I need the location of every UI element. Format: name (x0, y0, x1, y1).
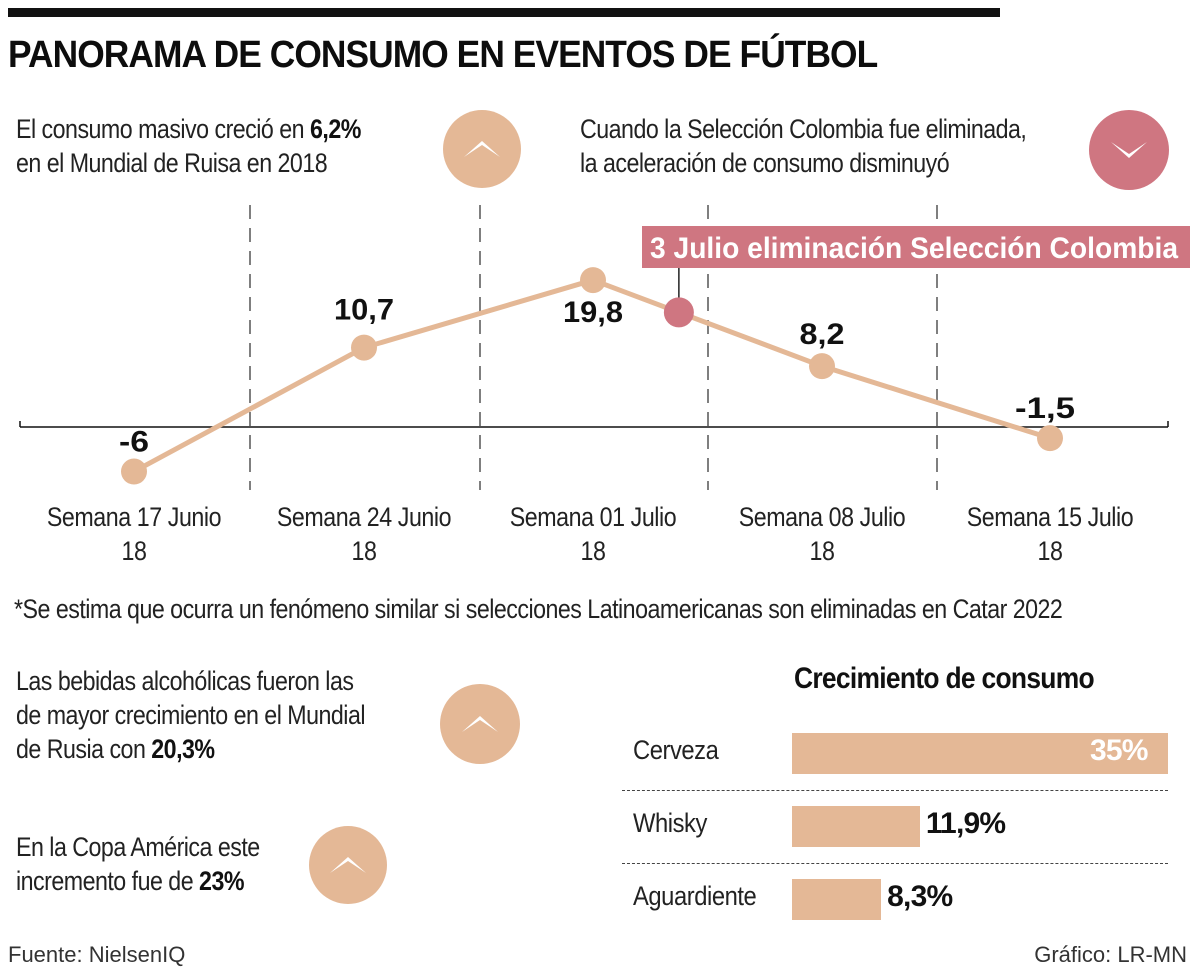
data-point (809, 353, 835, 380)
x-axis-label-year: 18 (351, 536, 377, 566)
note-highlight: 6,2% (309, 114, 361, 144)
note-copa-america: En la Copa América este incremento fue d… (16, 830, 260, 898)
x-axis-label-week: Semana 17 Junio (46, 502, 222, 532)
row-divider (622, 863, 1168, 864)
chevron-up-icon (443, 110, 521, 188)
annotation-label: 3 Julio eliminación Selección Colombia (650, 232, 1178, 265)
source-label: Fuente: NielsenIQ (8, 942, 186, 967)
data-point (1037, 425, 1063, 452)
x-axis-label-week: Semana 24 Junio (276, 502, 452, 532)
note-text: la aceleración de consumo disminuyó (580, 148, 950, 178)
bar (792, 806, 920, 847)
x-axis-label-year: 18 (809, 536, 835, 566)
credit-label: Gráfico: LR-MN (1034, 942, 1187, 967)
note-elimination: Cuando la Selección Colombia fue elimina… (580, 112, 1027, 180)
elimination-marker (663, 297, 694, 328)
page-title: PANORAMA DE CONSUMO EN EVENTOS DE FÚTBOL (8, 34, 878, 76)
note-mass-consumption: El consumo masivo creció en 6,2% en el M… (16, 112, 361, 180)
note-text: incremento fue de (16, 866, 200, 896)
bar-category-label: Cerveza (633, 735, 719, 765)
data-label: -6 (119, 426, 149, 459)
note-highlight: 20,3% (151, 734, 215, 764)
bar-value-label: 35% (1090, 734, 1148, 767)
footnote: *Se estima que ocurra un fenómeno simila… (14, 594, 1063, 624)
x-axis-label-year: 18 (1037, 536, 1063, 566)
bar-value-label: 11,9% (925, 807, 1006, 840)
data-point (351, 334, 377, 361)
x-axis-label: Semana 08 Julio 18 (707, 500, 937, 568)
bar-chart-title: Crecimiento de consumo (794, 662, 1095, 695)
data-label: -1,5 (1015, 392, 1075, 425)
note-text: en el Mundial de Ruisa en 2018 (16, 148, 328, 178)
x-axis-label-year: 18 (580, 536, 606, 566)
note-alcoholic-drinks: Las bebidas alcohólicas fueron las de ma… (16, 664, 366, 766)
x-axis-label-week: Semana 01 Julio (509, 502, 677, 532)
chevron-up-icon (440, 684, 520, 764)
line-chart: 3 Julio eliminación Selección Colombia -6… (19, 205, 1190, 490)
data-label: 19,8 (563, 296, 623, 329)
note-text: En la Copa América este (16, 832, 260, 862)
bar (792, 879, 882, 920)
note-highlight: 23% (199, 866, 244, 896)
data-point (580, 267, 606, 294)
x-axis-label-year: 18 (121, 536, 147, 566)
x-axis-label-week: Semana 15 Julio (966, 502, 1134, 532)
bar (792, 733, 1168, 774)
chevron-up-icon (309, 826, 387, 904)
x-axis-label: Semana 17 Junio 18 (19, 500, 249, 568)
note-text: de Rusia con (16, 734, 152, 764)
chevron-down-icon (1089, 110, 1169, 190)
data-label: 8,2 (800, 318, 845, 351)
note-text: Cuando la Selección Colombia fue elimina… (580, 114, 1027, 144)
note-text: de mayor crecimiento en el Mundial (16, 700, 366, 730)
top-rule (8, 8, 1000, 17)
data-label: 10,7 (334, 294, 394, 327)
x-axis-label: Semana 15 Julio 18 (935, 500, 1165, 568)
annotation-box (642, 226, 1190, 268)
data-point (121, 458, 147, 485)
note-text: Las bebidas alcohólicas fueron las (16, 666, 354, 696)
note-text: El consumo masivo creció en (16, 114, 310, 144)
row-divider (622, 790, 1168, 791)
bar-value-label: 8,3% (887, 880, 953, 913)
x-axis-label: Semana 24 Junio 18 (249, 500, 479, 568)
bar-category-label: Whisky (633, 808, 707, 838)
x-axis-label-week: Semana 08 Julio (738, 502, 906, 532)
bar-category-label: Aguardiente (633, 881, 757, 911)
x-axis-label: Semana 01 Julio 18 (478, 500, 708, 568)
